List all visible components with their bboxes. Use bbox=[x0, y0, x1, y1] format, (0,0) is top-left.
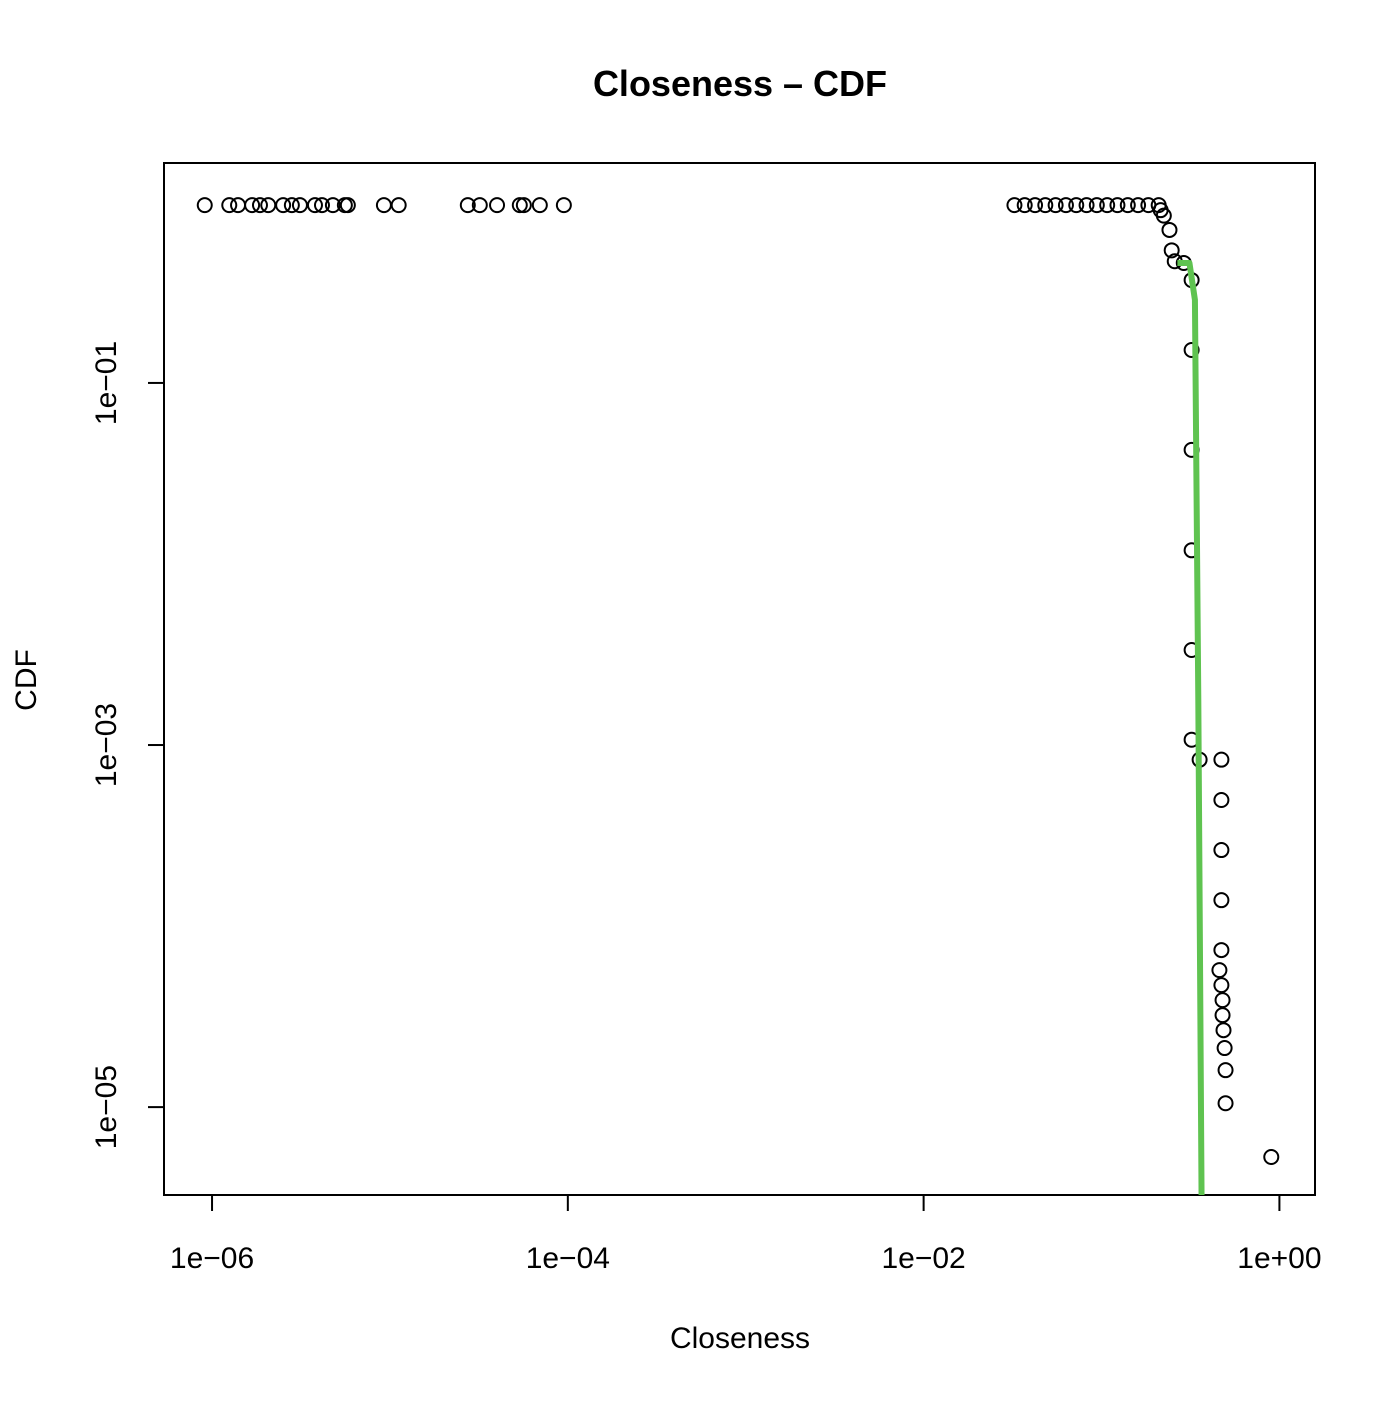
point bbox=[1161, 221, 1178, 238]
point bbox=[196, 197, 213, 214]
point bbox=[471, 197, 488, 214]
point bbox=[1211, 962, 1228, 979]
point bbox=[1078, 197, 1095, 214]
x-axis-label: Closeness bbox=[670, 1322, 810, 1355]
plot-frame bbox=[163, 162, 1316, 1196]
fit-line bbox=[1177, 259, 1205, 1195]
point bbox=[531, 197, 548, 214]
point bbox=[1057, 197, 1074, 214]
point bbox=[1130, 197, 1147, 214]
point bbox=[1183, 342, 1200, 359]
point bbox=[511, 197, 528, 214]
point bbox=[1213, 942, 1230, 959]
point bbox=[1213, 842, 1230, 859]
point bbox=[1213, 977, 1230, 994]
chart-title: Closeness – CDF bbox=[593, 63, 887, 104]
point bbox=[306, 197, 323, 214]
y-tick-label: 1e−03 bbox=[90, 703, 123, 787]
point bbox=[251, 197, 268, 214]
point bbox=[1213, 751, 1230, 768]
x-tick-label: 1e−06 bbox=[170, 1242, 254, 1275]
point bbox=[221, 197, 238, 214]
point bbox=[1016, 197, 1033, 214]
point bbox=[1047, 197, 1064, 214]
point bbox=[1006, 197, 1023, 214]
point bbox=[1068, 197, 1085, 214]
point bbox=[1217, 1095, 1234, 1112]
plot-area bbox=[196, 197, 1280, 1195]
point bbox=[1037, 197, 1054, 214]
point bbox=[1213, 791, 1230, 808]
point bbox=[1109, 197, 1126, 214]
y-tick-label: 1e−05 bbox=[90, 1065, 123, 1149]
point bbox=[489, 197, 506, 214]
point bbox=[283, 197, 300, 214]
point bbox=[1215, 1022, 1232, 1039]
point bbox=[313, 197, 330, 214]
point bbox=[244, 197, 261, 214]
y-axis-label: CDF bbox=[10, 649, 43, 711]
point bbox=[1119, 197, 1136, 214]
point bbox=[339, 197, 356, 214]
x-tick-label: 1e−04 bbox=[526, 1242, 610, 1275]
point bbox=[1263, 1149, 1280, 1166]
point bbox=[1214, 992, 1231, 1009]
point bbox=[1213, 892, 1230, 909]
point bbox=[459, 197, 476, 214]
point bbox=[1163, 242, 1180, 259]
point bbox=[275, 197, 292, 214]
point bbox=[291, 197, 308, 214]
point bbox=[1217, 1062, 1234, 1079]
point bbox=[555, 197, 572, 214]
point bbox=[1216, 1040, 1233, 1057]
point bbox=[1099, 197, 1116, 214]
x-tick-label: 1e+00 bbox=[1237, 1242, 1321, 1275]
point bbox=[1088, 197, 1105, 214]
point bbox=[515, 197, 532, 214]
point bbox=[1155, 207, 1172, 224]
point bbox=[1214, 1007, 1231, 1024]
point bbox=[1027, 197, 1044, 214]
y-tick-label: 1e−01 bbox=[90, 341, 123, 425]
x-tick-label: 1e−02 bbox=[881, 1242, 965, 1275]
point bbox=[390, 197, 407, 214]
